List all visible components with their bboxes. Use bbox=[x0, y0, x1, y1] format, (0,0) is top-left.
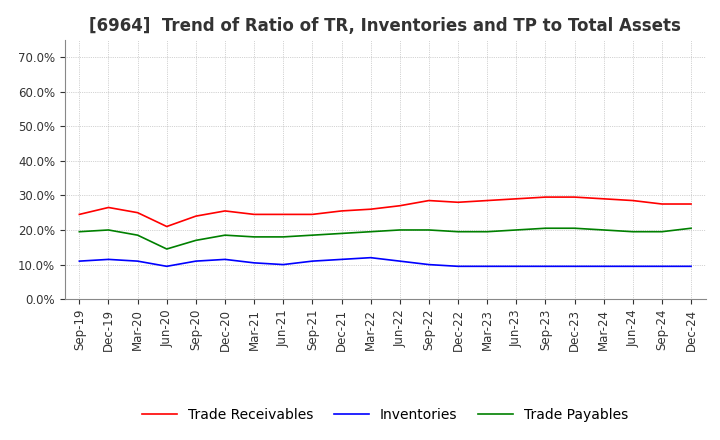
Trade Payables bbox=[366, 229, 375, 235]
Trade Receivables bbox=[133, 210, 142, 215]
Trade Receivables bbox=[512, 196, 521, 202]
Trade Receivables bbox=[483, 198, 492, 203]
Trade Payables bbox=[308, 232, 317, 238]
Inventories bbox=[104, 257, 113, 262]
Inventories bbox=[483, 264, 492, 269]
Trade Receivables bbox=[425, 198, 433, 203]
Trade Receivables bbox=[541, 194, 550, 200]
Trade Payables bbox=[75, 229, 84, 235]
Inventories bbox=[570, 264, 579, 269]
Trade Receivables bbox=[657, 202, 666, 207]
Trade Payables bbox=[250, 234, 258, 239]
Inventories bbox=[541, 264, 550, 269]
Trade Payables bbox=[395, 227, 404, 233]
Trade Receivables bbox=[75, 212, 84, 217]
Trade Payables bbox=[163, 246, 171, 252]
Inventories bbox=[687, 264, 696, 269]
Trade Payables bbox=[220, 232, 229, 238]
Trade Payables bbox=[629, 229, 637, 235]
Inventories bbox=[250, 260, 258, 265]
Inventories bbox=[308, 258, 317, 264]
Trade Payables bbox=[337, 231, 346, 236]
Inventories bbox=[395, 258, 404, 264]
Trade Receivables bbox=[308, 212, 317, 217]
Inventories bbox=[425, 262, 433, 267]
Trade Receivables bbox=[279, 212, 287, 217]
Trade Receivables bbox=[163, 224, 171, 229]
Inventories bbox=[629, 264, 637, 269]
Inventories bbox=[337, 257, 346, 262]
Trade Receivables bbox=[104, 205, 113, 210]
Line: Inventories: Inventories bbox=[79, 258, 691, 266]
Trade Payables bbox=[192, 238, 200, 243]
Trade Payables bbox=[657, 229, 666, 235]
Inventories bbox=[454, 264, 462, 269]
Inventories bbox=[192, 258, 200, 264]
Trade Receivables bbox=[220, 208, 229, 213]
Trade Receivables bbox=[395, 203, 404, 209]
Trade Receivables bbox=[250, 212, 258, 217]
Line: Trade Receivables: Trade Receivables bbox=[79, 197, 691, 227]
Trade Payables bbox=[483, 229, 492, 235]
Trade Payables bbox=[541, 226, 550, 231]
Trade Payables bbox=[687, 226, 696, 231]
Title: [6964]  Trend of Ratio of TR, Inventories and TP to Total Assets: [6964] Trend of Ratio of TR, Inventories… bbox=[89, 17, 681, 35]
Inventories bbox=[657, 264, 666, 269]
Legend: Trade Receivables, Inventories, Trade Payables: Trade Receivables, Inventories, Trade Pa… bbox=[137, 402, 634, 427]
Trade Receivables bbox=[599, 196, 608, 202]
Trade Payables bbox=[425, 227, 433, 233]
Trade Payables bbox=[512, 227, 521, 233]
Inventories bbox=[512, 264, 521, 269]
Trade Payables bbox=[570, 226, 579, 231]
Trade Payables bbox=[279, 234, 287, 239]
Trade Receivables bbox=[629, 198, 637, 203]
Inventories bbox=[163, 264, 171, 269]
Inventories bbox=[75, 258, 84, 264]
Trade Receivables bbox=[687, 202, 696, 207]
Trade Receivables bbox=[454, 200, 462, 205]
Trade Receivables bbox=[570, 194, 579, 200]
Trade Payables bbox=[599, 227, 608, 233]
Trade Payables bbox=[454, 229, 462, 235]
Inventories bbox=[133, 258, 142, 264]
Trade Receivables bbox=[366, 206, 375, 212]
Inventories bbox=[599, 264, 608, 269]
Trade Receivables bbox=[192, 213, 200, 219]
Trade Payables bbox=[104, 227, 113, 233]
Trade Receivables bbox=[337, 208, 346, 213]
Inventories bbox=[279, 262, 287, 267]
Inventories bbox=[220, 257, 229, 262]
Inventories bbox=[366, 255, 375, 260]
Trade Payables bbox=[133, 232, 142, 238]
Line: Trade Payables: Trade Payables bbox=[79, 228, 691, 249]
